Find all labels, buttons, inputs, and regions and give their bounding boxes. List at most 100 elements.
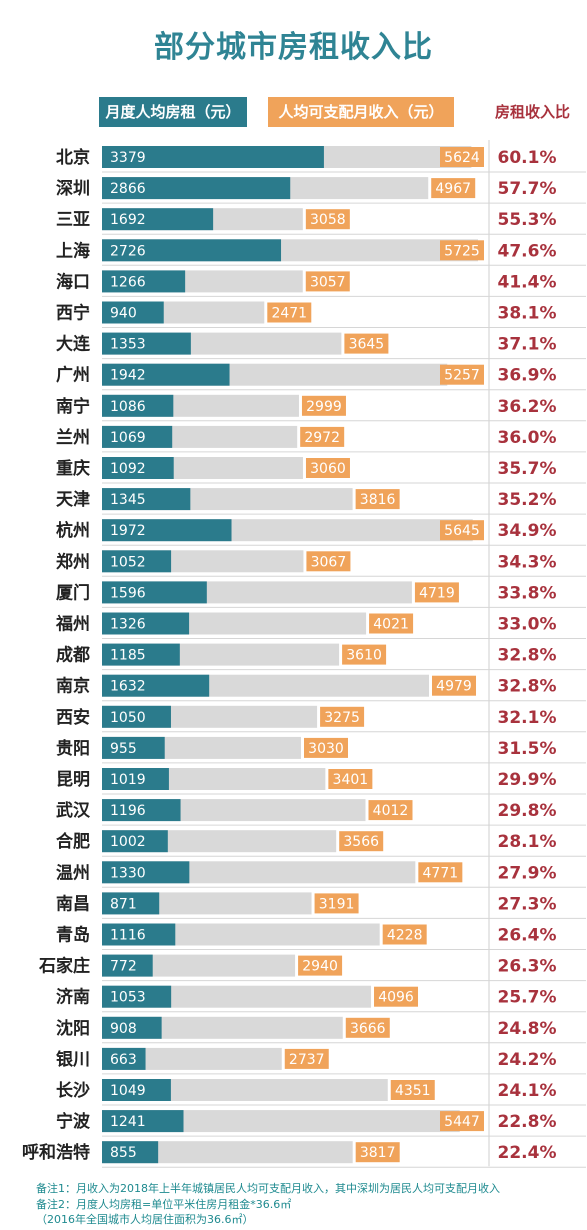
footnotes: 备注1：月收入为2018年上半年城镇居民人均可支配月收入，其中深圳为居民人均可支… xyxy=(36,1181,581,1228)
city-label: 沈阳 xyxy=(56,1018,90,1039)
rent-bar xyxy=(102,705,171,728)
rent-value-label: 1196 xyxy=(110,803,146,819)
income-value-box xyxy=(305,209,350,230)
income-value-label: 4719 xyxy=(419,585,455,601)
rent-value-label: 1185 xyxy=(110,648,146,664)
rent-value-label: 1241 xyxy=(110,1114,146,1130)
income-value-label: 5645 xyxy=(444,523,480,539)
rent-value-label: 1330 xyxy=(110,865,146,881)
city-label: 西宁 xyxy=(56,303,90,324)
rent-bar xyxy=(102,1047,146,1070)
city-label: 深圳 xyxy=(56,178,90,199)
income-value-label: 3645 xyxy=(349,337,385,353)
ratio-value-label: 36.0% xyxy=(498,428,557,448)
rent-bar xyxy=(102,581,207,604)
income-value-box xyxy=(301,395,346,416)
income-value-box xyxy=(369,613,414,634)
rent-value-label: 1972 xyxy=(110,523,146,539)
rent-value-label: 2726 xyxy=(110,243,146,259)
rent-value-label: 1052 xyxy=(110,554,146,570)
rent-bar xyxy=(102,1110,184,1133)
income-bar xyxy=(102,1141,353,1164)
ratio-value-label: 24.8% xyxy=(498,1019,557,1039)
rent-value-label: 1942 xyxy=(110,368,146,384)
rent-bar xyxy=(102,861,190,884)
rent-value-label: 1353 xyxy=(110,337,146,353)
income-value-box xyxy=(304,737,349,758)
rent-bar xyxy=(102,177,291,200)
city-label: 长沙 xyxy=(56,1080,90,1101)
ratio-value-label: 26.4% xyxy=(498,926,557,946)
income-value-box xyxy=(440,147,484,167)
city-label: 贵阳 xyxy=(56,738,90,759)
note-1: 备注1：月收入为2018年上半年城镇居民人均可支配月收入，其中深圳为居民人均可支… xyxy=(36,1182,500,1195)
note-2: 备注2：月度人均房租=单位平米住房月租金*36.6㎡ xyxy=(36,1197,292,1211)
ratio-value-label: 34.3% xyxy=(498,552,557,572)
income-value-label: 5725 xyxy=(444,243,480,259)
income-value-box xyxy=(306,551,351,572)
rent-value-label: 1266 xyxy=(110,274,146,290)
rent-bar xyxy=(102,954,153,977)
ratio-value-label: 27.3% xyxy=(498,894,557,914)
legend-rent: 月度人均房租（元） xyxy=(99,97,247,127)
rent-bar xyxy=(102,270,186,293)
income-value-box xyxy=(440,520,484,541)
rent-bar xyxy=(102,394,174,417)
ratio-value-label: 35.2% xyxy=(498,490,557,510)
rent-value-label: 1596 xyxy=(110,585,146,601)
rent-bar xyxy=(102,612,190,635)
rent-value-label: 955 xyxy=(110,741,137,757)
city-label: 南昌 xyxy=(56,893,90,914)
rent-value-label: 1002 xyxy=(110,834,146,850)
income-value-label: 3610 xyxy=(346,648,382,664)
income-value-label: 4228 xyxy=(387,928,423,944)
income-bar xyxy=(102,1110,460,1133)
income-bar xyxy=(102,1047,282,1070)
rent-value-label: 1092 xyxy=(110,461,146,477)
ratio-value-label: 29.8% xyxy=(498,801,557,821)
rent-bar xyxy=(102,550,172,573)
ratio-value-label: 29.9% xyxy=(498,770,557,790)
rent-value-label: 772 xyxy=(110,959,137,975)
rent-bar xyxy=(102,488,191,511)
rent-value-label: 940 xyxy=(110,306,137,322)
city-label: 南宁 xyxy=(56,396,90,417)
income-value-label: 5257 xyxy=(444,368,480,384)
city-label: 福州 xyxy=(55,614,90,635)
city-label: 武汉 xyxy=(56,800,91,821)
rent-bar xyxy=(102,239,282,262)
ratio-value-label: 37.1% xyxy=(498,335,557,355)
income-value-label: 3401 xyxy=(333,772,369,788)
ratio-value-label: 55.3% xyxy=(498,210,557,230)
income-value-label: 3030 xyxy=(308,741,344,757)
city-label: 呼和浩特 xyxy=(22,1142,90,1163)
income-value-label: 3191 xyxy=(319,896,355,912)
rent-value-label: 1053 xyxy=(110,990,146,1006)
income-value-box xyxy=(418,862,463,883)
income-value-label: 3057 xyxy=(310,274,346,290)
rent-bar xyxy=(102,1016,162,1039)
income-value-box xyxy=(342,644,387,665)
income-value-label: 3666 xyxy=(350,1021,386,1037)
income-value-label: 4967 xyxy=(435,181,471,197)
rent-value-label: 1116 xyxy=(110,928,146,944)
note-3: （2016年全国城市人均居住面积为36.6㎡） xyxy=(36,1213,254,1226)
city-label: 上海 xyxy=(56,240,90,261)
income-value-label: 5624 xyxy=(444,150,480,166)
rent-value-label: 1326 xyxy=(110,617,146,633)
city-label: 厦门 xyxy=(56,582,90,603)
city-label: 杭州 xyxy=(56,520,90,541)
rent-value-label: 1345 xyxy=(110,492,146,508)
rent-bar xyxy=(102,674,210,697)
ratio-value-label: 57.7% xyxy=(498,179,557,199)
income-value-box xyxy=(355,1142,400,1163)
income-value-box xyxy=(298,955,343,976)
income-value-box xyxy=(432,675,477,696)
ratio-value-label: 31.5% xyxy=(498,739,557,759)
ratio-value-label: 33.8% xyxy=(498,583,557,603)
rent-bar xyxy=(102,519,232,542)
income-value-box xyxy=(368,800,413,821)
income-value-label: 3275 xyxy=(324,710,360,726)
ratio-value-label: 28.1% xyxy=(498,832,557,852)
city-label: 济南 xyxy=(56,987,90,1008)
